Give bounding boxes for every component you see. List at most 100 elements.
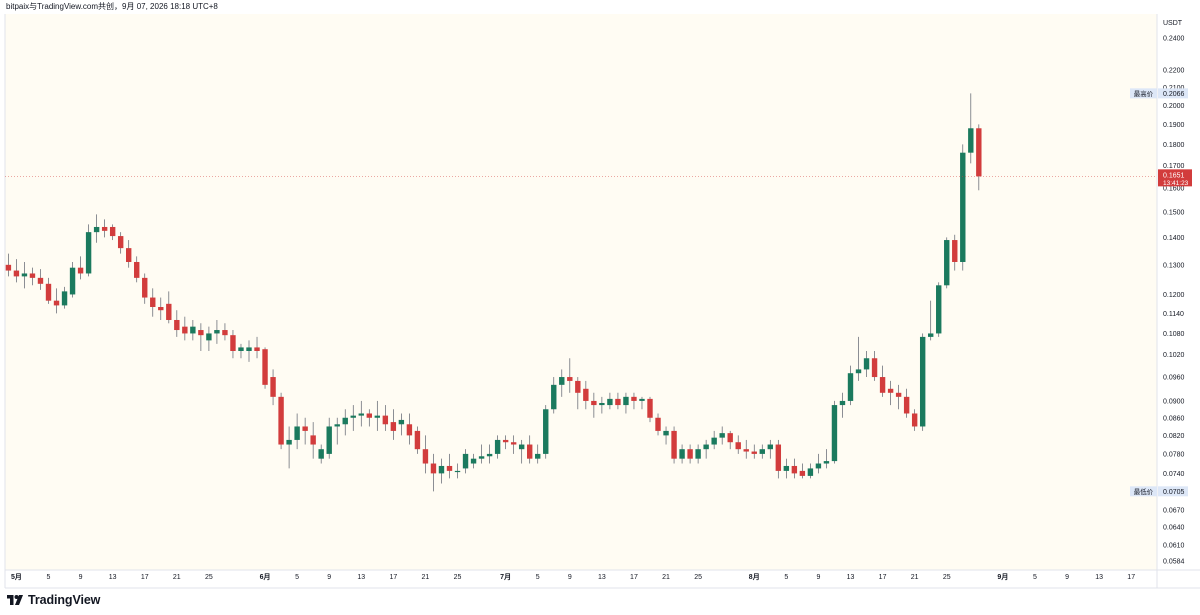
candle-body [174, 319, 180, 331]
candle [599, 396, 605, 414]
time-tick-label: 17 [389, 574, 397, 581]
candle-body [254, 347, 260, 351]
candle-body [839, 400, 846, 406]
candle [230, 330, 236, 359]
candle [286, 426, 292, 469]
candle-body [559, 377, 565, 385]
time-scale-panel[interactable] [5, 570, 1157, 588]
price-scale-panel[interactable] [1157, 14, 1200, 570]
candle [583, 380, 589, 410]
chart-canvas[interactable]: USDT 0.2400 0.2200 0.2100 0.2000 0.1900 0.180… [0, 0, 1200, 590]
candle-body [166, 303, 172, 320]
candle [727, 430, 733, 450]
candle-body [831, 405, 838, 462]
price-tick-label: 0.1600 [1163, 185, 1185, 192]
candle-body [382, 415, 389, 425]
candle [406, 413, 413, 445]
time-tick-label: 9 [79, 574, 83, 581]
candle [134, 256, 140, 283]
candle [374, 400, 381, 431]
price-tick-label: 0.2200 [1163, 68, 1185, 75]
candle-body [126, 248, 132, 262]
candle [936, 282, 942, 337]
candle [647, 396, 653, 423]
candle-body [45, 283, 52, 301]
price-tick-label: 0.1080 [1163, 331, 1185, 338]
candle [719, 426, 725, 445]
candle-body [29, 273, 36, 278]
candle [174, 310, 180, 337]
low-value-badge [1158, 486, 1188, 497]
candle [358, 400, 364, 427]
candle-body [903, 396, 910, 414]
candle-body [53, 300, 60, 306]
time-tick-label: 17 [630, 574, 638, 581]
candle [158, 297, 164, 320]
candle-body [687, 449, 693, 459]
tradingview-logo[interactable]: TradingView [6, 591, 100, 609]
candle-body [502, 439, 509, 443]
candle-body [743, 449, 749, 452]
time-tick-label: 13 [357, 574, 365, 581]
candle-body [326, 426, 332, 454]
low-label: 最低价 [1134, 487, 1154, 496]
candle-body [262, 349, 268, 385]
candle [422, 435, 429, 474]
candle [968, 93, 974, 164]
high-label: 最高价 [1134, 89, 1154, 98]
candle [831, 400, 838, 464]
candle [799, 463, 806, 479]
candle [334, 417, 340, 445]
candle-body [318, 449, 324, 459]
candle [462, 449, 469, 474]
candle-body [527, 444, 533, 459]
candle-body [663, 430, 669, 436]
candle-body [623, 396, 629, 406]
candle [863, 350, 870, 378]
candle [807, 463, 814, 479]
candle [679, 444, 685, 464]
candle [703, 439, 709, 459]
candle-body [735, 442, 741, 450]
candle [93, 214, 100, 243]
candle [310, 422, 316, 459]
price-tick-label: 0.0960 [1163, 375, 1185, 382]
candle [302, 417, 308, 445]
candle [262, 347, 268, 389]
candle [182, 316, 188, 341]
tradingview-logo-icon [7, 595, 23, 605]
candle [591, 392, 597, 418]
candle [470, 453, 477, 469]
plot-area[interactable] [5, 14, 1157, 570]
candle-body [759, 449, 765, 454]
candle [278, 392, 284, 450]
price-tick-label: 0.1200 [1163, 292, 1185, 299]
high-value-badge [1158, 88, 1188, 99]
candle-body [438, 465, 445, 474]
candle-body [486, 453, 493, 457]
candle [486, 444, 493, 464]
currency-label: USDT [1163, 20, 1183, 27]
time-axis-ticks: 5月 5 9 13 17 21 25 6月 5 9 13 17 21 25 7月 5 9 13 17 21 25 8月 5 9… [11, 573, 1135, 581]
candle-body [567, 377, 573, 381]
candle-body [430, 463, 437, 474]
candle [911, 409, 918, 431]
candle-body [398, 419, 405, 425]
candle [783, 458, 790, 479]
candle-body [944, 240, 950, 286]
candle-body [214, 330, 220, 334]
candle [366, 409, 372, 427]
candle-body [13, 270, 20, 277]
candle [246, 340, 252, 362]
candle [960, 144, 966, 271]
candle-body [117, 236, 124, 249]
high-value: 0.2066 [1163, 91, 1185, 98]
time-tick-label: 21 [422, 574, 430, 581]
candle-body [695, 449, 701, 459]
candle-body [863, 358, 870, 370]
candlestick-chart[interactable]: USDT 0.2400 0.2200 0.2100 0.2000 0.1900 0.180… [0, 0, 1200, 590]
candle [438, 458, 445, 484]
candle [446, 453, 453, 479]
candle-body [85, 232, 92, 274]
candle-body [960, 152, 966, 262]
